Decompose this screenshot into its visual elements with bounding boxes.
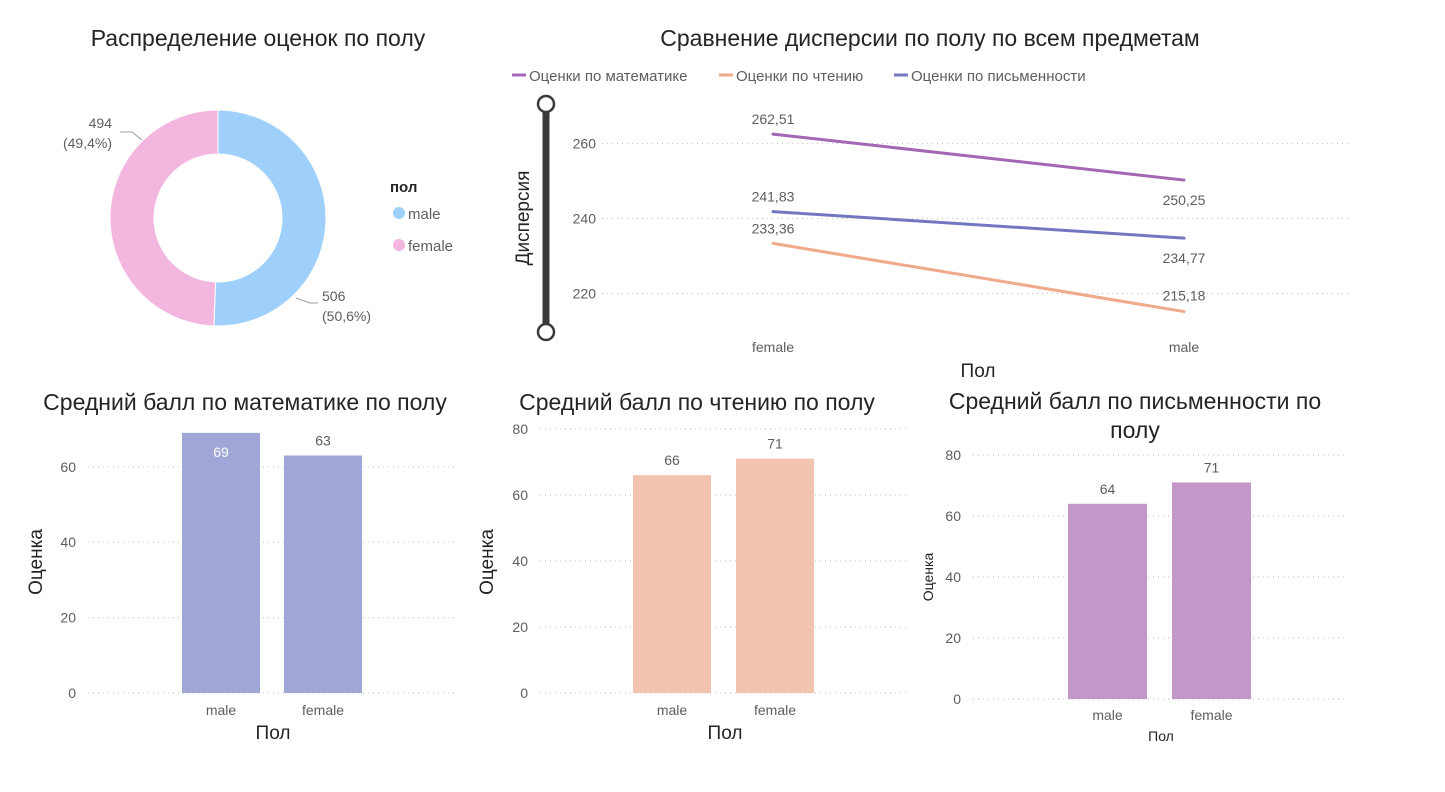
writing-y-axis-title: Оценка: [920, 553, 936, 602]
math-bar-label-male: 69: [213, 444, 229, 460]
reading-bar-label-male: 66: [664, 452, 680, 468]
zoom-slider-bottom-handle[interactable]: [536, 322, 556, 342]
math-bar-male[interactable]: [182, 432, 260, 693]
reading-bar-label-female: 71: [767, 436, 783, 452]
writing-bar-chart: 0 20 40 60 80 64 male 71 female Пол Оценка: [920, 447, 1345, 744]
leader-line-female: [120, 131, 143, 141]
line-label-reading-male: 215,18: [1163, 288, 1206, 304]
legend-label-female[interactable]: female: [408, 238, 453, 255]
math-x-tick-female: female: [302, 702, 344, 718]
reading-y-axis-title: Оценка: [477, 529, 498, 595]
writing-bar-female[interactable]: [1172, 482, 1251, 699]
reading-x-axis-title: Пол: [708, 723, 743, 744]
leader-line-male: [295, 297, 318, 304]
writing-y-tick-40: 40: [945, 569, 961, 585]
writing-x-axis-title: Пол: [1148, 728, 1174, 744]
math-bar-female[interactable]: [284, 455, 362, 693]
line-x-tick-male: male: [1169, 339, 1200, 355]
math-y-tick-20: 20: [60, 610, 76, 626]
reading-x-tick-male: male: [657, 702, 688, 718]
writing-bar-title-line1: Средний балл по письменности по: [949, 388, 1321, 414]
donut-legend-title: пол: [390, 179, 417, 196]
donut-slice-female[interactable]: [109, 109, 219, 327]
reading-y-tick-20: 20: [512, 619, 528, 635]
math-bar-label-female: 63: [315, 432, 331, 448]
reading-y-tick-80: 80: [512, 421, 528, 437]
math-x-tick-male: male: [206, 702, 237, 718]
legend-label-writing[interactable]: Оценки по письменности: [911, 68, 1086, 85]
reading-bar-male[interactable]: [633, 475, 711, 693]
reading-x-tick-female: female: [754, 702, 796, 718]
donut-title: Распределение оценок по полу: [91, 25, 426, 51]
reading-y-tick-0: 0: [520, 685, 528, 701]
line-label-writing-female: 241,83: [752, 189, 795, 205]
line-label-writing-male: 234,77: [1163, 250, 1206, 266]
writing-y-tick-0: 0: [953, 691, 961, 707]
math-y-tick-60: 60: [60, 459, 76, 475]
donut-label-male-percent: (50,6%): [322, 308, 371, 324]
line-series-math[interactable]: [771, 132, 1186, 182]
legend-marker-male[interactable]: [393, 207, 405, 219]
reading-bar-title: Средний балл по чтению по полу: [519, 389, 875, 415]
line-series-writing[interactable]: [771, 210, 1186, 240]
writing-y-tick-80: 80: [945, 447, 961, 463]
line-label-math-male: 250,25: [1163, 192, 1206, 208]
writing-bar-label-male: 64: [1100, 481, 1116, 497]
line-label-math-female: 262,51: [752, 111, 795, 127]
writing-y-tick-20: 20: [945, 630, 961, 646]
line-label-reading-female: 233,36: [752, 220, 795, 236]
y-axis-zoom-slider[interactable]: [536, 94, 556, 342]
reading-y-tick-40: 40: [512, 553, 528, 569]
line-x-tick-female: female: [752, 339, 794, 355]
math-y-tick-40: 40: [60, 534, 76, 550]
writing-bar-label-female: 71: [1204, 459, 1220, 475]
math-bar-title: Средний балл по математике по полу: [43, 389, 447, 415]
math-y-tick-0: 0: [68, 685, 76, 701]
line-y-tick-260: 260: [573, 136, 597, 152]
writing-x-tick-female: female: [1190, 707, 1232, 723]
math-y-axis-title: Оценка: [26, 529, 47, 595]
writing-y-tick-60: 60: [945, 508, 961, 524]
line-y-axis-title: Дисперсия: [513, 171, 534, 266]
donut-label-female-value: 494: [89, 115, 113, 131]
math-x-axis-title: Пол: [256, 723, 291, 744]
math-bar-chart: 0 20 40 60 69 male 63 female Пол Оценка: [26, 432, 458, 744]
donut-slice-male[interactable]: [213, 109, 327, 327]
line-y-tick-220: 220: [573, 286, 597, 302]
donut-chart: Распределение оценок по полу 494 (49,4%)…: [63, 25, 453, 327]
legend-label-math[interactable]: Оценки по математике: [529, 68, 687, 85]
line-series-reading[interactable]: [771, 241, 1186, 314]
reading-bar-female[interactable]: [736, 458, 814, 693]
legend-marker-female[interactable]: [393, 239, 405, 251]
donut-label-female-percent: (49,4%): [63, 135, 112, 151]
writing-bar-title-line2: полу: [1110, 417, 1160, 443]
line-x-axis-title: Пол: [961, 361, 996, 382]
legend-label-reading[interactable]: Оценки по чтению: [736, 68, 863, 85]
donut-label-male-value: 506: [322, 288, 346, 304]
writing-x-tick-male: male: [1092, 707, 1123, 723]
reading-bar-chart: 0 20 40 60 80 66 male 71 female Пол Оценка: [477, 421, 910, 744]
line-y-tick-240: 240: [573, 211, 597, 227]
line-chart: Сравнение дисперсии по полу по всем пред…: [512, 25, 1350, 382]
line-title: Сравнение дисперсии по полу по всем пред…: [660, 25, 1199, 51]
reading-y-tick-60: 60: [512, 487, 528, 503]
writing-bar-male[interactable]: [1068, 503, 1147, 699]
zoom-slider-top-handle[interactable]: [536, 94, 556, 114]
legend-label-male[interactable]: male: [408, 206, 441, 223]
